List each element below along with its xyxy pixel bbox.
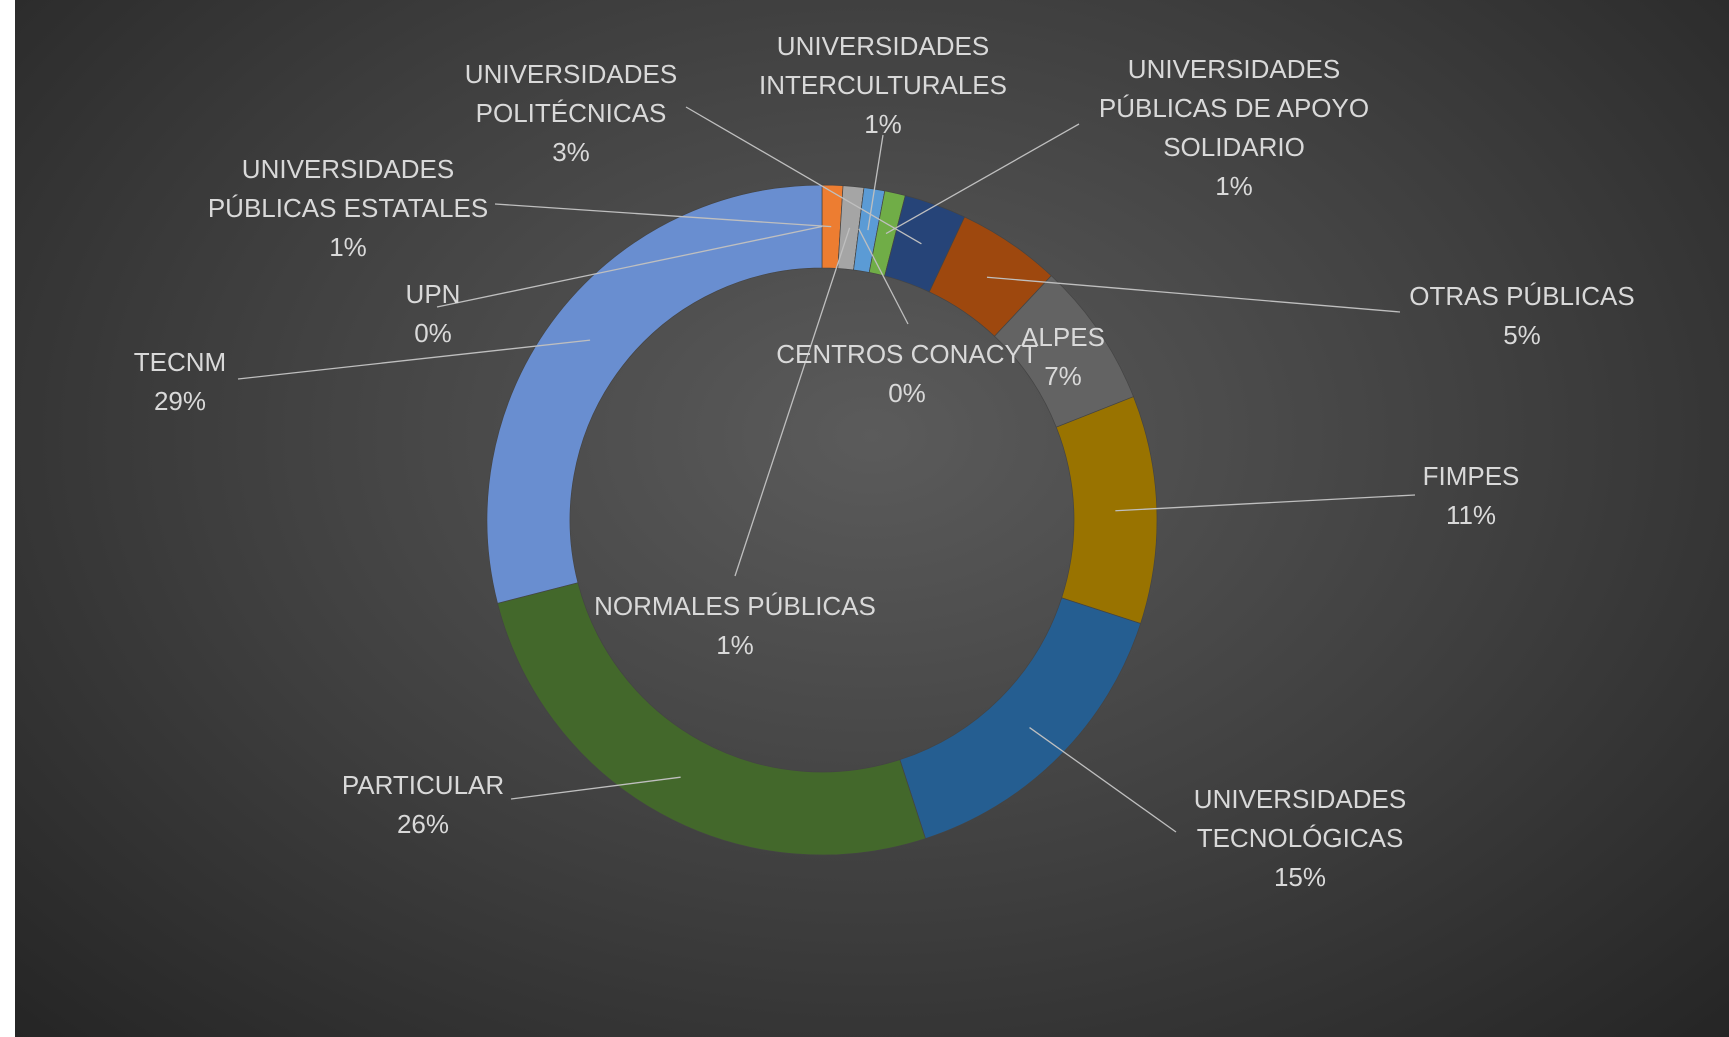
- data-label: ALPES 7%: [1003, 318, 1123, 396]
- category-name: UNIVERSIDADES INTERCULTURALES: [758, 31, 1007, 100]
- data-label: UNIVERSIDADES PÚBLICAS DE APOYO SOLIDARI…: [1084, 50, 1384, 206]
- data-label: OTRAS PÚBLICAS 5%: [1372, 277, 1672, 355]
- percent-label: 3%: [552, 137, 590, 167]
- leader-line: [436, 225, 823, 308]
- category-name: FIMPES: [1422, 461, 1520, 491]
- donut-slice: [899, 597, 1142, 840]
- leader-line: [494, 203, 832, 228]
- data-label: UNIVERSIDADES PÚBLICAS ESTATALES 1%: [198, 150, 498, 267]
- percent-label: 7%: [1044, 361, 1082, 391]
- category-name: UNIVERSIDADES PÚBLICAS DE APOYO SOLIDARI…: [1098, 54, 1370, 162]
- data-label: UNIVERSIDADES POLITÉCNICAS 3%: [451, 55, 691, 172]
- category-name: CENTROS CONACYT: [776, 339, 1038, 369]
- donut-area: [237, 106, 1416, 856]
- data-label: UNIVERSIDADES TECNOLÓGICAS 15%: [1180, 780, 1420, 897]
- category-name: PARTICULAR: [341, 770, 505, 800]
- category-name: UNIVERSIDADES TECNOLÓGICAS: [1193, 784, 1407, 853]
- leader-line: [858, 228, 909, 325]
- data-label: CENTROS CONACYT 0%: [757, 335, 1057, 413]
- leader-line: [885, 123, 1080, 235]
- category-name: UNIVERSIDADES PÚBLICAS ESTATALES: [207, 154, 489, 223]
- data-label: UNIVERSIDADES INTERCULTURALES 1%: [748, 27, 1018, 144]
- percent-label: 15%: [1273, 862, 1327, 892]
- data-label: FIMPES 11%: [1371, 457, 1571, 535]
- donut-slice: [486, 184, 823, 604]
- percent-label: 1%: [329, 232, 367, 262]
- leader-line: [685, 106, 922, 245]
- category-name: ALPES: [1021, 322, 1105, 352]
- category-name: OTRAS PÚBLICAS: [1409, 281, 1635, 311]
- percent-label: 1%: [864, 109, 902, 139]
- leader-line: [986, 276, 1401, 313]
- category-name: UPN: [405, 279, 461, 309]
- percent-label: 1%: [1215, 171, 1253, 201]
- percent-label: 0%: [888, 378, 926, 408]
- percent-label: 5%: [1503, 320, 1541, 350]
- leader-line: [1029, 727, 1177, 833]
- leader-line: [510, 776, 681, 800]
- percent-label: 1%: [716, 630, 754, 660]
- data-label: PARTICULAR 26%: [313, 766, 533, 844]
- category-name: TECNM: [133, 347, 227, 377]
- leader-line: [734, 227, 851, 577]
- leader-line: [1115, 494, 1416, 512]
- donut-slice: [1055, 396, 1158, 624]
- chart: UPN 0% UNIVERSIDADES PÚBLICAS ESTATALES 1% N…: [15, 0, 1729, 1037]
- data-label: UPN 0%: [333, 275, 533, 353]
- data-label: NORMALES PÚBLICAS 1%: [570, 587, 900, 665]
- percent-label: 11%: [1445, 500, 1497, 530]
- category-name: UNIVERSIDADES POLITÉCNICAS: [464, 59, 678, 128]
- donut-slice: [497, 582, 926, 856]
- category-name: NORMALES PÚBLICAS: [594, 591, 876, 621]
- percent-label: 29%: [153, 386, 207, 416]
- data-label: TECNM 29%: [80, 343, 280, 421]
- leader-line: [237, 339, 591, 380]
- percent-label: 26%: [396, 809, 450, 839]
- percent-label: 0%: [414, 318, 452, 348]
